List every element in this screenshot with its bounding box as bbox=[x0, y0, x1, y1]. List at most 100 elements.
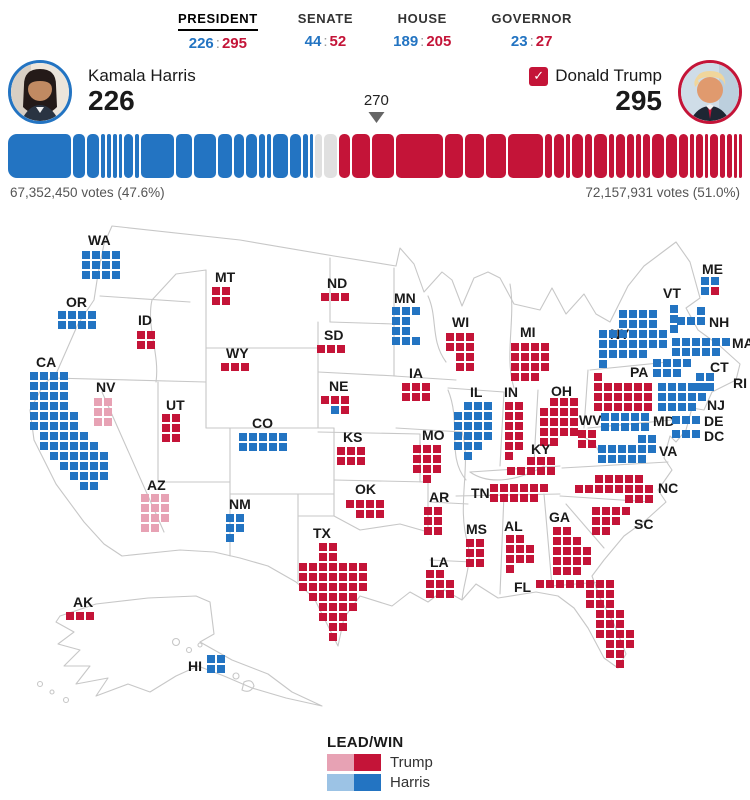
tab-house[interactable]: HOUSE 189:205 bbox=[393, 10, 451, 52]
tab-president[interactable]: PRESIDENT 226:295 bbox=[177, 10, 258, 52]
ev-square-OH bbox=[550, 428, 558, 436]
ev-square-CA bbox=[30, 382, 38, 390]
ev-square-FL bbox=[616, 660, 624, 668]
bar-segment-NE[interactable] bbox=[608, 134, 614, 178]
bar-segment-VT[interactable] bbox=[113, 134, 117, 178]
bar-segment-AR[interactable] bbox=[695, 134, 703, 178]
tab-governor[interactable]: GOVERNOR 23:27 bbox=[491, 10, 572, 52]
ev-square-KY bbox=[507, 467, 515, 475]
bar-segment-ME-02[interactable] bbox=[739, 134, 743, 178]
bar-segment-AL[interactable] bbox=[666, 134, 677, 178]
bar-segment-MS[interactable] bbox=[626, 134, 634, 178]
ev-square-MN bbox=[392, 327, 400, 335]
bar-segment-CO[interactable] bbox=[245, 134, 258, 178]
legend-label-trump: Trump bbox=[390, 754, 433, 771]
bar-segment-NJ[interactable] bbox=[175, 134, 193, 178]
state-label-FL: FL bbox=[514, 579, 532, 595]
bar-segment-SC[interactable] bbox=[553, 134, 565, 178]
bar-segment-ID[interactable] bbox=[720, 134, 725, 178]
bar-segment-MA[interactable] bbox=[86, 134, 100, 178]
bar-segment-NY[interactable] bbox=[141, 134, 174, 178]
bar-segment-RI[interactable] bbox=[134, 134, 140, 178]
bar-segment-WA[interactable] bbox=[218, 134, 233, 178]
bar-segment-OH[interactable] bbox=[485, 134, 506, 178]
bar-segment-NH[interactable] bbox=[303, 134, 308, 178]
bar-segment-DC[interactable] bbox=[101, 134, 105, 178]
candidates-header: Kamala Harris 226 ✓ bbox=[0, 60, 750, 134]
bar-segment-GA[interactable] bbox=[465, 134, 484, 178]
bar-segment-AZ[interactable] bbox=[323, 134, 337, 178]
bar-segment-TN[interactable] bbox=[651, 134, 665, 178]
bar-segment-NC[interactable] bbox=[444, 134, 464, 178]
state-label-TN: TN bbox=[471, 485, 490, 501]
ev-square-OH bbox=[550, 408, 558, 416]
ev-square-TX bbox=[359, 583, 367, 591]
ev-square-TX bbox=[349, 563, 357, 571]
ev-square-OH bbox=[570, 418, 578, 426]
ev-square-CA bbox=[40, 382, 48, 390]
bar-segment-FL[interactable] bbox=[507, 134, 543, 178]
bar-segment-SD[interactable] bbox=[690, 134, 694, 178]
bar-segment-NV[interactable] bbox=[314, 134, 322, 178]
bar-segment-KS[interactable] bbox=[585, 134, 593, 178]
bar-segment-ME[interactable] bbox=[267, 134, 271, 178]
tab-senate[interactable]: SENATE 44:52 bbox=[298, 10, 353, 52]
state-label-KS: KS bbox=[343, 429, 363, 445]
bar-segment-MN[interactable] bbox=[289, 134, 302, 178]
bar-segment-AK[interactable] bbox=[566, 134, 570, 178]
bar-segment-TX[interactable] bbox=[396, 134, 443, 178]
bar-segment-DE[interactable] bbox=[118, 134, 123, 178]
ev-square-WI bbox=[466, 333, 474, 341]
ev-square-NJ bbox=[688, 403, 696, 411]
ev-square-FL bbox=[606, 610, 614, 618]
bar-segment-UT[interactable] bbox=[642, 134, 650, 178]
ev-square-TN bbox=[500, 494, 508, 502]
bar-segment-PA[interactable] bbox=[371, 134, 395, 178]
ev-square-MN bbox=[402, 327, 410, 335]
bar-segment-WI[interactable] bbox=[338, 134, 351, 178]
ev-square-CA bbox=[30, 402, 38, 410]
bar-segment-CT[interactable] bbox=[124, 134, 133, 178]
ev-square-LA bbox=[436, 580, 444, 588]
ev-square-AL bbox=[506, 545, 514, 553]
ev-square-TX bbox=[339, 623, 347, 631]
ev-square-MS bbox=[466, 549, 474, 557]
bar-segment-CA[interactable] bbox=[8, 134, 71, 178]
ev-square-MN bbox=[412, 307, 420, 315]
ev-square-OH bbox=[570, 428, 578, 436]
bar-segment-WY[interactable] bbox=[733, 134, 738, 178]
bar-segment-LA[interactable] bbox=[615, 134, 625, 178]
ev-square-MO bbox=[433, 445, 441, 453]
bar-segment-KY[interactable] bbox=[678, 134, 689, 178]
bar-segment-MO[interactable] bbox=[571, 134, 584, 178]
bar-segment-HI[interactable] bbox=[106, 134, 112, 178]
ev-square-GA bbox=[573, 547, 581, 555]
ev-square-HI bbox=[207, 655, 215, 663]
bar-segment-NM[interactable] bbox=[259, 134, 266, 178]
ev-square-NY bbox=[639, 320, 647, 328]
ev-square-WA bbox=[102, 251, 110, 259]
bar-segment-IA[interactable] bbox=[544, 134, 552, 178]
bar-segment-IL[interactable] bbox=[194, 134, 217, 178]
ev-square-CA bbox=[80, 452, 88, 460]
bar-segment-NE-02[interactable] bbox=[309, 134, 313, 178]
ev-square-MD bbox=[631, 423, 639, 431]
bar-segment-OK[interactable] bbox=[710, 134, 719, 178]
bar-segment-MI[interactable] bbox=[352, 134, 370, 178]
bar-segment-ND[interactable] bbox=[704, 134, 709, 178]
ev-square-KY bbox=[527, 457, 535, 465]
bar-segment-OR[interactable] bbox=[234, 134, 244, 178]
harris-ev-total: 226 bbox=[88, 85, 135, 116]
trump-portrait bbox=[681, 63, 739, 121]
bar-segment-VA[interactable] bbox=[272, 134, 288, 178]
ev-square-TX bbox=[319, 553, 327, 561]
bar-segment-WV[interactable] bbox=[726, 134, 732, 178]
bar-segment-MT[interactable] bbox=[635, 134, 641, 178]
bar-segment-IN[interactable] bbox=[594, 134, 607, 178]
ev-square-AZ bbox=[141, 504, 149, 512]
bar-segment-MD[interactable] bbox=[72, 134, 85, 178]
state-label-CT: CT bbox=[710, 359, 729, 375]
ev-square-WA bbox=[112, 261, 120, 269]
ev-square-AZ bbox=[161, 514, 169, 522]
ev-square-WA bbox=[92, 261, 100, 269]
